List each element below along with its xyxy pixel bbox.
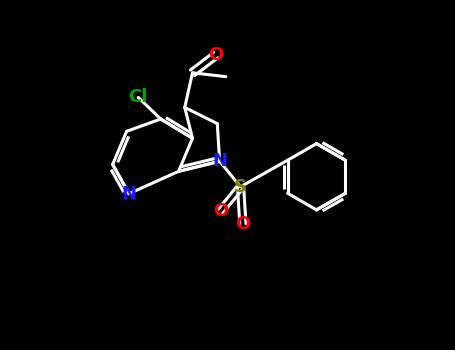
Text: O: O — [208, 46, 223, 64]
Text: S: S — [234, 178, 247, 196]
Text: N: N — [212, 152, 227, 170]
Text: N: N — [121, 185, 136, 203]
Text: O: O — [213, 202, 228, 220]
Text: Cl: Cl — [129, 89, 148, 106]
Text: O: O — [235, 215, 251, 233]
